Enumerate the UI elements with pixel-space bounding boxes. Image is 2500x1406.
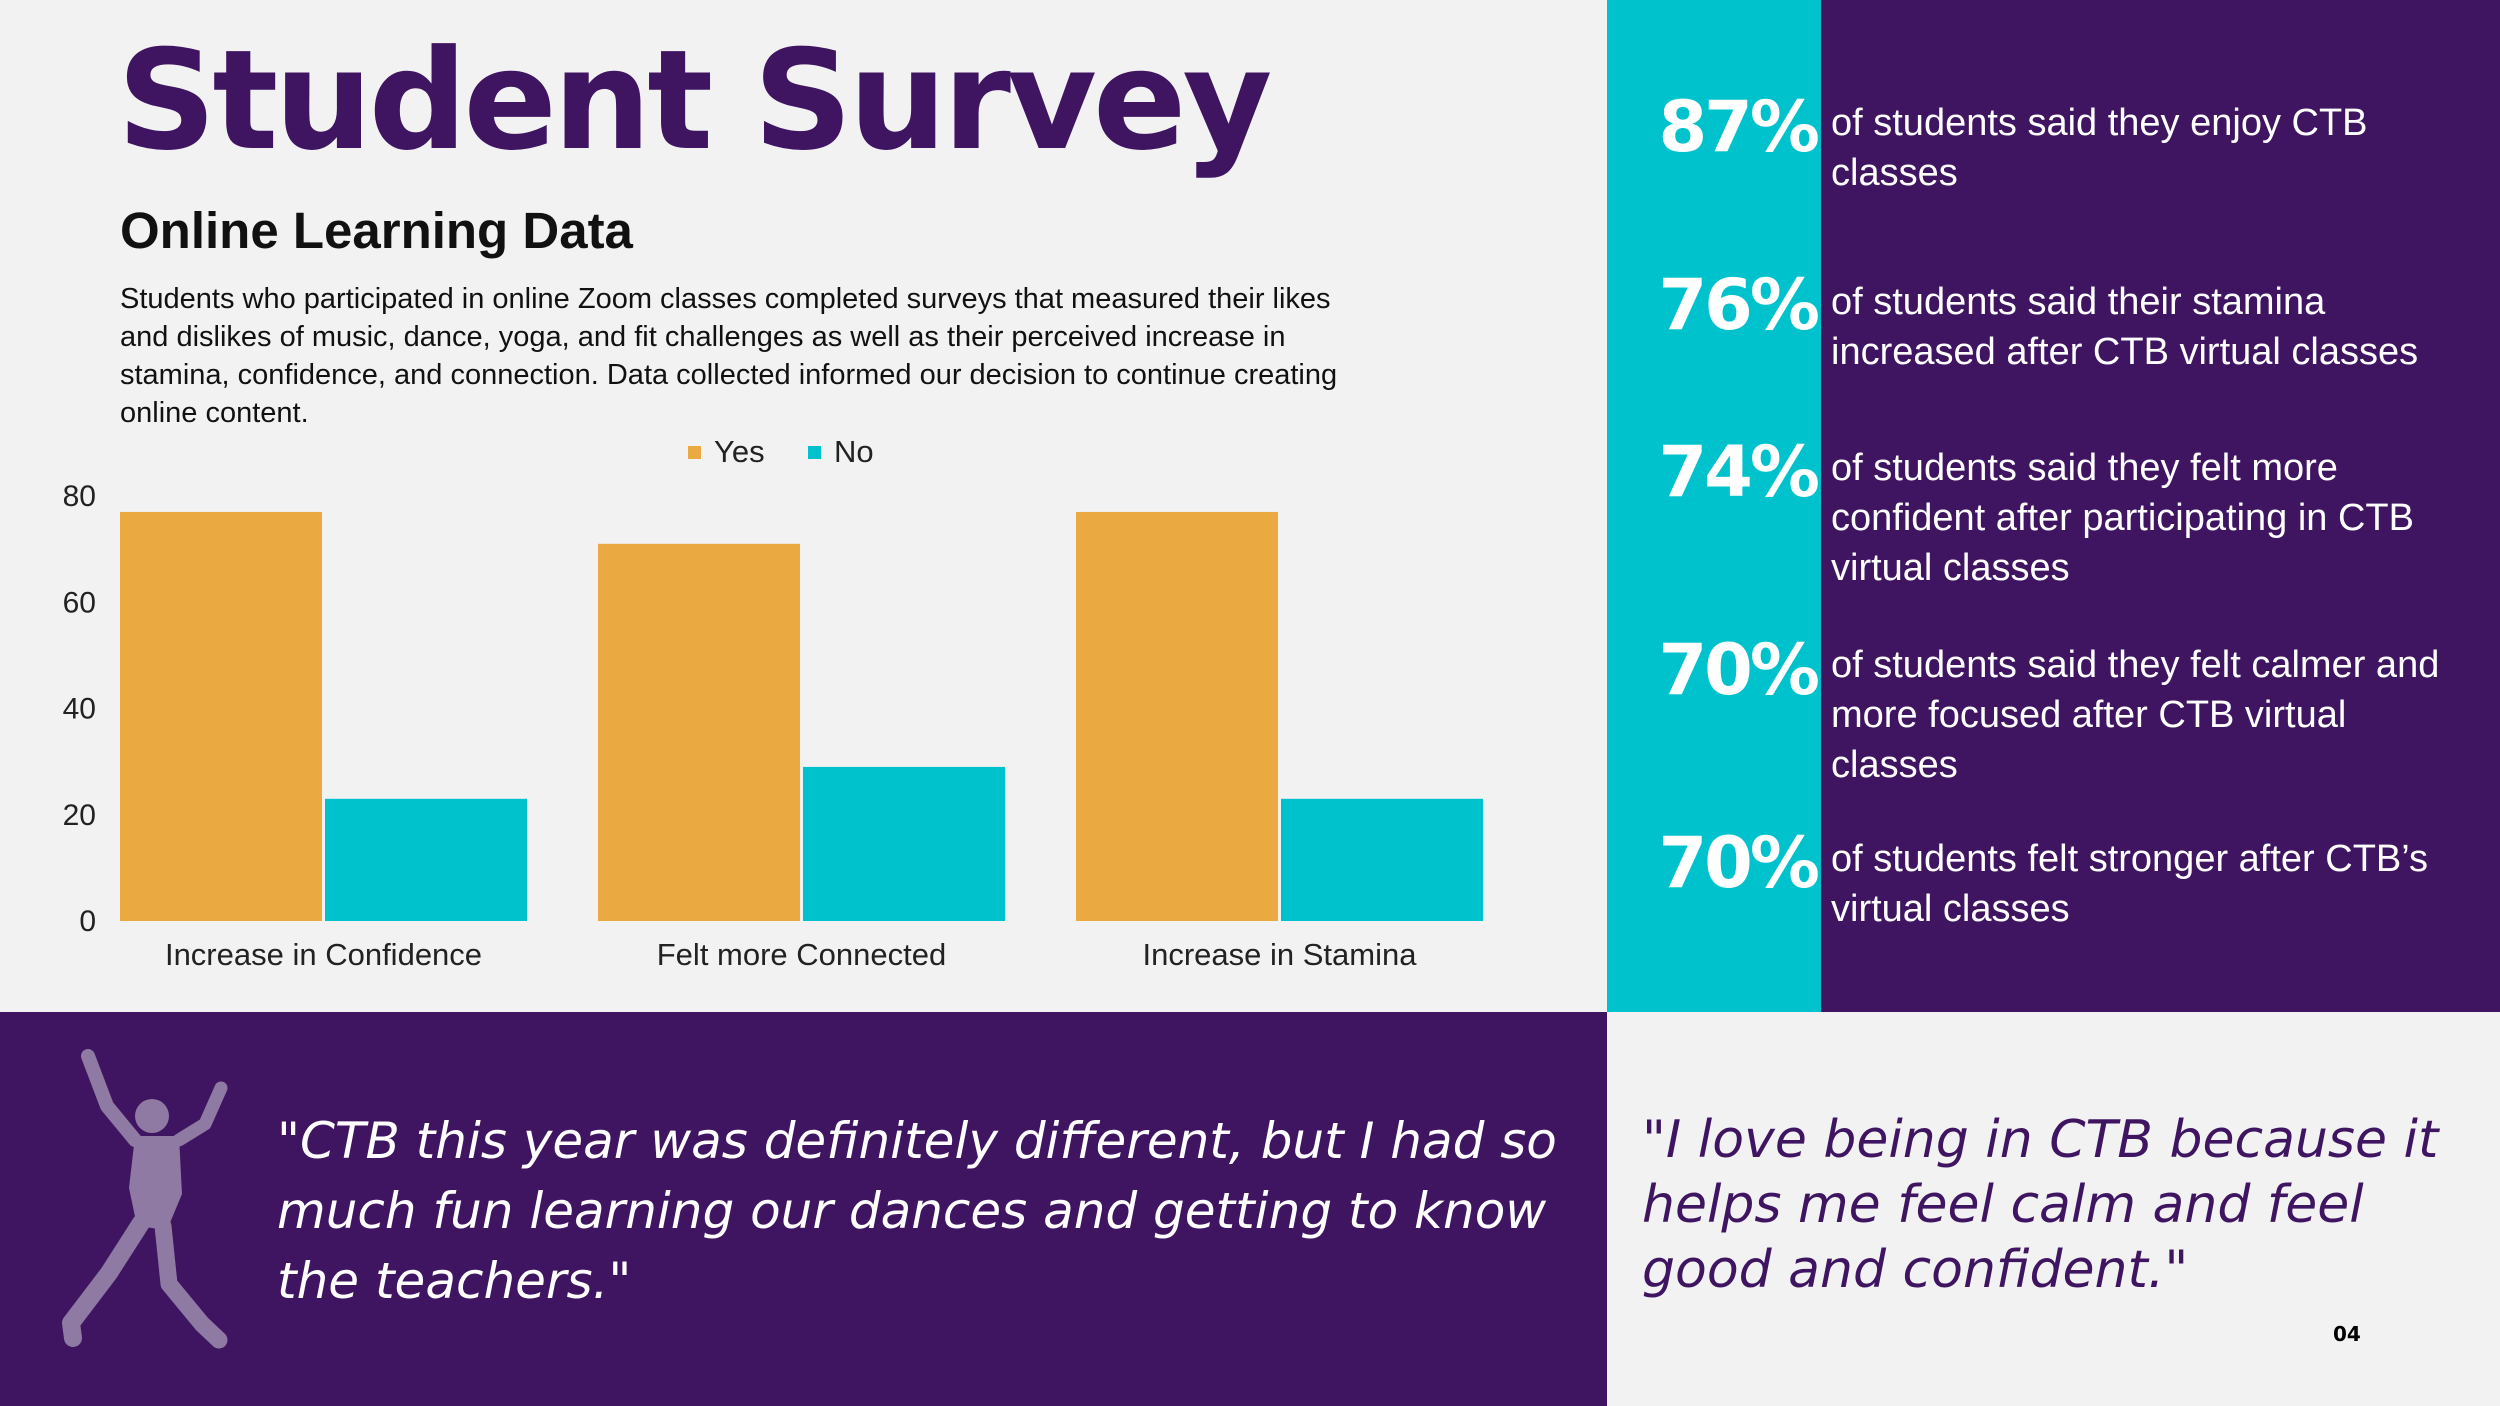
quote-left-panel — [0, 1012, 1607, 1406]
y-tick-label: 80 — [63, 480, 96, 513]
stat-percent: 74% — [1658, 431, 1820, 513]
x-tick-label: Increase in Stamina — [1143, 937, 1418, 972]
description-text: Students who participated in online Zoom… — [120, 283, 1338, 429]
bar-no — [1281, 798, 1483, 921]
y-tick-label: 20 — [63, 799, 96, 832]
stat-percent: 70% — [1658, 822, 1820, 904]
quote-left: "CTB this year was definitely different,… — [277, 1112, 1557, 1310]
legend-swatch — [808, 446, 821, 459]
quote-right: "I love being in CTB because it helps me… — [1642, 1110, 2439, 1300]
stats-purple-panel — [1821, 0, 2500, 1012]
y-tick-label: 40 — [63, 693, 96, 726]
bar-no — [803, 766, 1005, 921]
legend-label: Yes — [714, 434, 765, 469]
stat-text: of students felt stronger after CTB’s vi… — [1831, 838, 2429, 930]
page-number: 04 — [2333, 1322, 2361, 1346]
stat-percent: 70% — [1658, 629, 1820, 711]
stat-text: of students said they felt more confiden… — [1831, 447, 2414, 589]
y-tick-label: 0 — [79, 905, 96, 938]
stats-teal-panel — [1607, 0, 1821, 1012]
quote-right-panel — [1607, 1012, 2500, 1406]
dancer-icon — [62, 1049, 228, 1349]
bar-yes — [1076, 511, 1278, 921]
stat-text: of students said they felt calmer and mo… — [1831, 644, 2440, 786]
y-tick-label: 60 — [63, 586, 96, 619]
x-tick-label: Increase in Confidence — [165, 937, 482, 972]
legend-label: No — [834, 434, 874, 469]
stat-text: of students said they enjoy CTB classes — [1831, 102, 2368, 194]
bar-no — [325, 798, 527, 921]
stat-percent: 87% — [1658, 86, 1820, 168]
x-tick-label: Felt more Connected — [657, 937, 946, 972]
stat-text: of students said their stamina increased… — [1831, 281, 2419, 373]
page-title: Student Survey — [117, 20, 1272, 181]
bar-yes — [120, 511, 322, 921]
bar-chart: 0 20 40 60 80 Increase in Confidence Felt more… — [63, 434, 1483, 972]
stat-percent: 76% — [1658, 264, 1820, 346]
page-subtitle: Online Learning Data — [120, 202, 633, 259]
bar-yes — [598, 543, 800, 921]
legend-swatch — [688, 446, 701, 459]
